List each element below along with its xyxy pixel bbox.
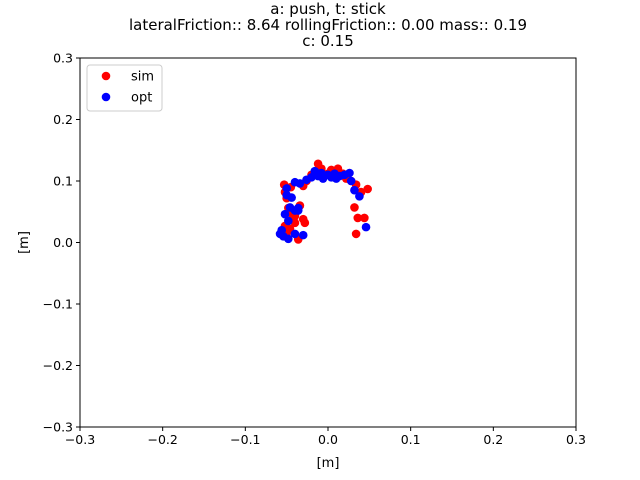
y-tick-label: 0.3: [53, 51, 73, 66]
x-tick-label: −0.3: [65, 432, 95, 447]
x-tick-label: 0.3: [566, 432, 586, 447]
y-tick-label: −0.3: [43, 420, 73, 435]
y-axis-label: [m]: [17, 231, 32, 254]
data-point-opt: [346, 176, 356, 186]
data-point-opt: [361, 222, 371, 232]
data-point-opt: [298, 230, 308, 240]
chart-title-line: c: 0.15: [302, 32, 353, 50]
y-tick-label: 0.1: [53, 174, 73, 189]
legend-label-opt: opt: [131, 91, 152, 106]
data-points: [275, 159, 372, 244]
chart-title-line: lateralFriction:: 8.64 rollingFriction::…: [129, 16, 527, 34]
data-point-sim: [353, 213, 363, 223]
x-tick-label: 0.1: [401, 432, 421, 447]
y-tick-label: −0.1: [43, 297, 73, 312]
data-point-opt: [284, 216, 293, 226]
data-point-sim: [351, 229, 361, 239]
data-point-opt: [355, 192, 364, 201]
x-tick-label: −0.2: [147, 432, 177, 447]
data-point-sim: [300, 218, 310, 228]
legend-label-sim: sim: [131, 70, 154, 85]
data-point-opt: [280, 209, 290, 219]
y-tick-label: 0.0: [53, 235, 73, 250]
y-tick-label: 0.2: [53, 112, 73, 127]
data-point-opt: [284, 234, 293, 244]
data-point-sim: [360, 213, 369, 223]
data-point-sim: [350, 203, 359, 212]
data-point-opt: [350, 185, 359, 195]
legend: sim opt: [86, 64, 163, 112]
data-point-opt: [293, 206, 303, 215]
data-point-sim: [290, 218, 300, 228]
data-point-opt: [290, 229, 300, 239]
data-point-sim: [363, 184, 372, 194]
legend-marker-opt: [101, 92, 111, 102]
x-tick-label: 0.2: [483, 432, 503, 447]
data-point-opt: [295, 179, 305, 188]
plot-area-frame: [79, 57, 577, 428]
x-tick-label: −0.1: [230, 432, 260, 447]
y-axis-ticks: −0.3 −0.2 −0.1 0.0 0.1 0.2 0.3: [43, 51, 80, 435]
y-tick-label: −0.2: [43, 358, 73, 373]
data-point-opt: [282, 184, 291, 193]
data-point-opt: [287, 193, 296, 202]
chart-title-line: a: push, t: stick: [270, 0, 386, 18]
x-axis-label: [m]: [317, 456, 340, 471]
data-point-opt: [345, 168, 354, 178]
x-axis-ticks: −0.3 −0.2 −0.1 0.0 0.1 0.2 0.3: [65, 427, 586, 447]
legend-marker-sim: [101, 71, 111, 81]
x-tick-label: 0.0: [318, 432, 338, 447]
